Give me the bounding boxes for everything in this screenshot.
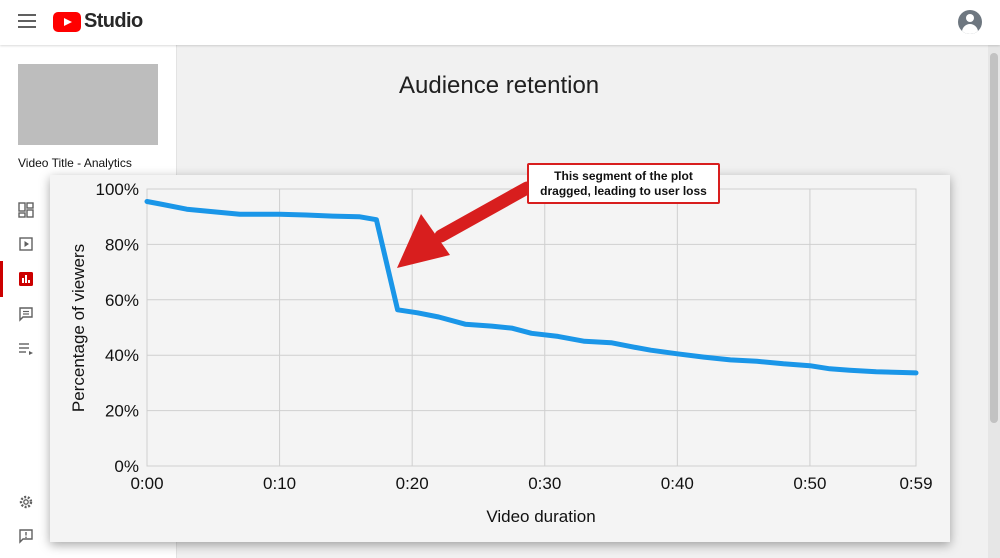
y-tick-label: 60%: [105, 291, 139, 310]
retention-chart: 0% 20% 40% 60% 80% 100% 0:00 0:10 0:20 0:30 0:40 0:…: [69, 180, 933, 526]
y-tick-label: 20%: [105, 402, 139, 421]
retention-data-point: [781, 362, 785, 366]
video-thumbnail[interactable]: [18, 64, 158, 145]
hamburger-menu-icon[interactable]: [18, 14, 36, 28]
retention-data-point: [675, 352, 679, 356]
dashboard-icon[interactable]: [18, 202, 34, 218]
retention-data-point: [510, 326, 514, 330]
annotation-line-1: This segment of the plot: [554, 169, 693, 183]
retention-data-point: [278, 212, 282, 216]
retention-data-point: [238, 212, 242, 216]
retention-data-point: [211, 210, 215, 214]
retention-data-point: [357, 215, 361, 219]
retention-data-point: [914, 371, 918, 375]
retention-data-point: [304, 213, 308, 217]
subtitles-icon[interactable]: [18, 341, 34, 357]
retention-data-point: [583, 339, 587, 343]
page-title: Audience retention: [399, 72, 600, 99]
x-tick-label: 0:20: [396, 474, 429, 493]
retention-data-point: [848, 368, 852, 372]
y-tick-label: 80%: [105, 235, 139, 254]
settings-icon[interactable]: [18, 494, 34, 510]
retention-data-point: [874, 370, 878, 374]
retention-data-point: [185, 207, 189, 211]
plot-area: [146, 188, 917, 467]
account-avatar-icon[interactable]: [958, 10, 982, 34]
y-tick-label: 40%: [105, 346, 139, 365]
retention-data-point: [437, 315, 441, 319]
retention-data-point: [396, 308, 400, 312]
scrollbar-thumb[interactable]: [990, 53, 998, 423]
annotation-callout: This segment of the plot dragged, leadin…: [527, 163, 720, 204]
video-title: Video Title - Analytics: [18, 156, 132, 170]
x-tick-label: 0:50: [793, 474, 826, 493]
retention-data-point: [755, 359, 759, 363]
retention-data-point: [331, 214, 335, 218]
retention-chart-card: 0% 20% 40% 60% 80% 100% 0:00 0:10 0:20 0:30 0:40 0:…: [50, 175, 950, 542]
top-app-bar: Studio: [0, 0, 1000, 45]
retention-data-point: [374, 218, 378, 222]
studio-logo[interactable]: Studio: [53, 10, 143, 33]
annotation-line-2: dragged, leading to user loss: [540, 184, 707, 198]
retention-data-point: [490, 324, 494, 328]
retention-data-point: [463, 322, 467, 326]
scrollbar[interactable]: [988, 45, 1000, 558]
x-tick-label: 0:40: [661, 474, 694, 493]
youtube-play-icon: [53, 11, 81, 32]
x-axis-label: Video duration: [486, 507, 595, 526]
retention-data-point: [828, 367, 832, 371]
feedback-icon[interactable]: [18, 528, 34, 544]
x-tick-label: 0:59: [899, 474, 932, 493]
retention-series-line: [144, 199, 919, 376]
retention-data-point: [702, 355, 706, 359]
logo-text: Studio: [84, 10, 143, 32]
retention-data-point: [649, 348, 653, 352]
retention-data-point: [808, 364, 812, 368]
retention-data-point: [145, 199, 149, 203]
analytics-icon[interactable]: [18, 271, 34, 287]
y-axis-label: Percentage of viewers: [69, 244, 88, 412]
retention-data-point: [556, 334, 560, 338]
x-tick-label: 0:30: [528, 474, 561, 493]
active-nav-indicator: [0, 261, 3, 297]
retention-data-point: [609, 341, 613, 345]
y-tick-label: 100%: [96, 180, 139, 199]
content-icon[interactable]: [18, 236, 34, 252]
retention-data-point: [415, 311, 419, 315]
x-tick-label: 0:10: [263, 474, 296, 493]
retention-data-point: [158, 202, 162, 206]
x-tick-label: 0:00: [130, 474, 163, 493]
comments-icon[interactable]: [18, 306, 34, 322]
retention-data-point: [728, 358, 732, 362]
retention-data-point: [629, 345, 633, 349]
y-tick-label: 0%: [114, 457, 139, 476]
retention-data-point: [530, 331, 534, 335]
